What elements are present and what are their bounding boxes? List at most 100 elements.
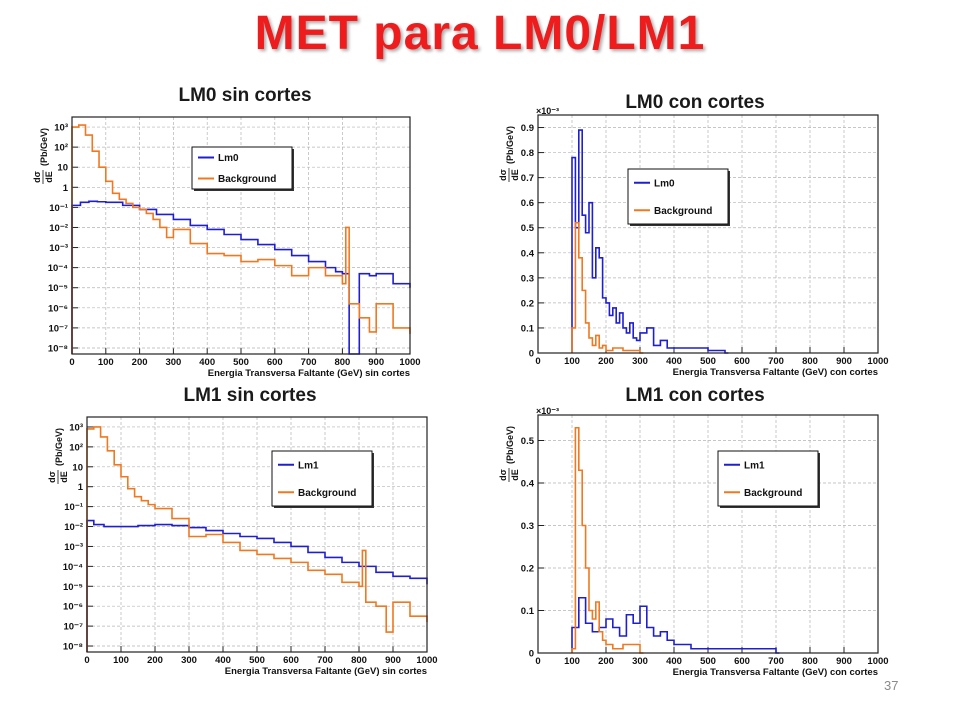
y-axis-label-bottom: dE [44,171,54,183]
legend-box [717,450,819,507]
legend-box [627,168,729,225]
y-tick-label: 0.8 [521,148,534,159]
chart-lm1-sin-cortes: 0 100 200 300 400 500 600 700 800 900 1000 10⁻⁸ 10⁻⁷… [47,416,438,677]
y-axis-label-unit: (Pb/GeV) [54,428,64,466]
x-tick-label: 500 [249,655,265,666]
y-tick-label: 10² [69,442,83,453]
legend-label: Lm0 [654,178,675,189]
x-tick-label: 1000 [416,655,437,666]
y-tick-label: 10⁻⁸ [63,642,83,653]
legend-label: Background [654,206,712,217]
y-axis-label-top: dσ [32,171,42,183]
y-axis-label-unit: (Pb/GeV) [505,426,515,464]
x-tick-label: 400 [199,357,215,368]
series-background-line [86,426,428,652]
y-tick-label: 10 [57,163,68,174]
chart-lm0-con-cortes: 0 100 200 300 400 500 600 700 800 900 1000 0 0.1 0.2 0… [498,106,889,378]
x-tick-label: 500 [700,656,716,667]
y-tick-label: 10⁻⁸ [48,343,68,354]
y-tick-label: 0 [529,649,534,660]
y-tick-label: 0.3 [521,521,534,532]
y-tick-label: 10² [54,143,68,154]
y-tick-label: 0.5 [521,223,535,234]
series-background-line [571,426,644,654]
x-tick-label: 300 [632,356,648,367]
y-tick-label: 0.9 [521,123,534,134]
y-axis-label: dσ dE (Pb/GeV) [498,426,520,482]
y-tick-label: 10⁻⁵ [48,283,68,294]
y-tick-label: 0.5 [521,436,535,447]
legend-label: Lm0 [218,153,239,164]
legend: Lm1 Background [717,450,820,508]
series-background-line [71,124,411,354]
y-tick-label: 0.1 [521,323,535,334]
legend: Lm0 Background [191,146,294,191]
y-tick-label: 10³ [69,422,83,433]
y-tick-label: 10³ [54,123,68,134]
x-tick-label: 600 [734,356,750,367]
plot-area [538,115,878,353]
x-tick-label: 800 [802,656,818,667]
x-tick-label: 1000 [867,356,888,367]
x-tick-label: 100 [564,356,580,367]
panel-caption-lm1-sin-cortes: LM1 sin cortes [183,385,317,406]
y-tick-label: 0.4 [521,248,535,259]
x-tick-label: 700 [317,655,333,666]
y-tick-label: 10 [72,462,83,473]
x-tick-label: 400 [666,656,682,667]
x-tick-label: 900 [368,357,384,368]
x-tick-label: 100 [113,655,129,666]
x-tick-label: 700 [301,357,317,368]
x-axis-label: Energia Transversa Faltante (GeV) sin co… [225,666,427,677]
y-tick-label: 10⁻⁴ [48,263,69,274]
y-tick-label: 10⁻⁶ [63,602,83,613]
y-tick-label: 10⁻¹ [64,502,83,513]
chart-lm0-sin-cortes: 0 100 200 300 400 500 600 700 800 900 1000 10⁻⁸ 10⁻⁷… [32,116,421,379]
y-axis-label: dσ dE (Pb/GeV) [498,126,520,182]
panel-caption-lm0-sin-cortes: LM0 sin cortes [178,85,312,106]
x-tick-label: 200 [598,356,614,367]
y-tick-label: 10⁻³ [49,243,68,254]
y-tick-label: 1 [78,482,84,493]
y-tick-label: 10⁻² [64,522,83,533]
legend: Lm0 Background [627,168,730,226]
plot-frame [537,414,879,654]
y-tick-label: 10⁻¹ [49,203,68,214]
x-tick-label: 800 [351,655,367,666]
y-axis-label-top: dσ [498,469,508,481]
y-tick-label: 10⁻⁴ [63,562,84,573]
y-tick-label: 10⁻³ [64,542,83,553]
y-tick-label: 0.2 [521,298,534,309]
y-tick-label: 0 [529,349,534,360]
legend-box [191,146,293,190]
x-tick-label: 200 [147,655,163,666]
x-tick-label: 200 [132,357,148,368]
x-tick-label: 700 [768,356,784,367]
x-tick-label: 1000 [399,357,420,368]
legend-label: Lm1 [298,460,319,471]
x-tick-label: 0 [69,357,74,368]
y-tick-label: 0.6 [521,198,534,209]
y-axis-label: dσ dE (Pb/GeV) [47,428,69,484]
x-tick-label: 100 [98,357,114,368]
y-axis-label: dσ dE (Pb/GeV) [32,128,54,184]
x-axis-label: Energia Transversa Faltante (GeV) sin co… [208,368,410,379]
legend-label: Background [298,488,356,499]
y-multiplier-label: ×10⁻³ [536,106,559,116]
series-lm1-line [86,519,428,652]
x-tick-label: 0 [535,656,540,667]
y-tick-label: 0.4 [521,479,535,490]
legend-label: Background [744,488,802,499]
x-tick-label: 800 [334,357,350,368]
y-multiplier-label: ×10⁻³ [536,406,559,416]
y-tick-label: 0.3 [521,273,534,284]
y-tick-label: 10⁻⁷ [48,323,68,334]
legend-box [271,450,373,507]
y-axis-label-unit: (Pb/GeV) [505,126,515,164]
x-tick-label: 700 [768,656,784,667]
legend: Lm1 Background [271,450,374,508]
x-tick-label: 900 [385,655,401,666]
y-tick-label: 10⁻² [49,223,68,234]
x-tick-label: 200 [598,656,614,667]
x-tick-label: 300 [181,655,197,666]
